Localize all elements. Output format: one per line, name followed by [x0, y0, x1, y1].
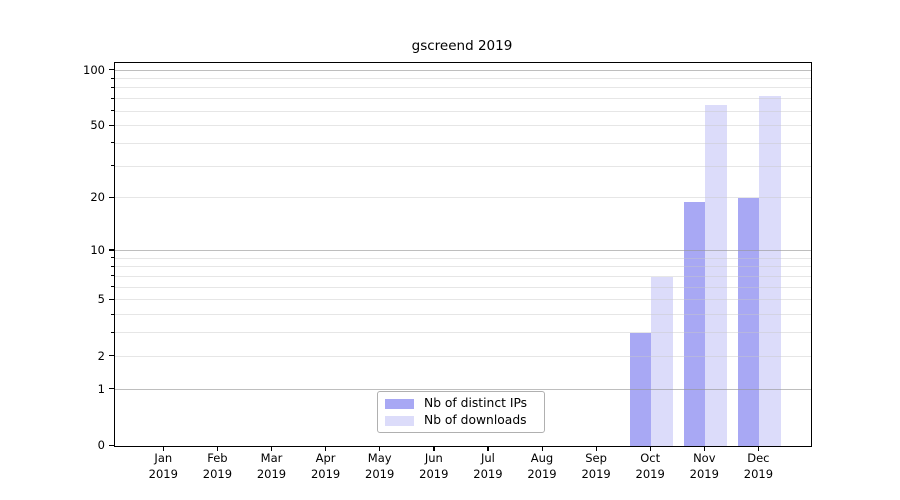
- y-tick: [108, 298, 114, 300]
- legend-swatch-distinct-ips: [385, 398, 414, 409]
- x-tick-label: Aug 2019: [527, 451, 557, 481]
- y-gridline-major: [115, 388, 811, 390]
- y-tick: [108, 124, 114, 126]
- y-gridline-minor: [115, 299, 811, 301]
- y-minor-tick: [111, 257, 114, 259]
- x-tick-label: Nov 2019: [689, 451, 719, 481]
- y-gridline-minor: [115, 165, 811, 167]
- y-tick: [108, 444, 114, 446]
- x-tick: [541, 446, 543, 451]
- legend-swatch-downloads: [385, 415, 414, 426]
- y-gridline-minor: [115, 87, 811, 89]
- y-minor-tick: [111, 286, 114, 288]
- y-tick-label: 1: [97, 381, 105, 396]
- bar-distinct-ips: [683, 202, 706, 446]
- y-tick: [108, 69, 114, 71]
- x-tick-label: Dec 2019: [743, 451, 774, 481]
- x-tick: [379, 446, 381, 451]
- y-gridline-minor: [115, 257, 811, 259]
- gridlines-layer: [115, 63, 811, 446]
- x-tick-label: Jul 2019: [473, 451, 503, 481]
- x-tick: [757, 446, 760, 451]
- y-tick: [108, 355, 114, 357]
- y-minor-tick: [111, 275, 114, 277]
- y-minor-tick: [111, 77, 114, 79]
- bar-distinct-ips: [737, 198, 760, 446]
- bars-layer: [115, 63, 811, 446]
- plot-area: Nb of distinct IPs Nb of downloads: [114, 62, 812, 447]
- y-gridline-minor: [115, 78, 811, 79]
- y-tick-label: 50: [90, 118, 105, 133]
- y-minor-tick: [111, 165, 114, 167]
- legend-item-downloads: Nb of downloads: [385, 414, 536, 427]
- bar-downloads: [705, 105, 727, 446]
- x-tick-label: Feb 2019: [202, 451, 233, 481]
- legend-label-distinct-ips: Nb of distinct IPs: [424, 396, 528, 410]
- chart-title: gscreend 2019: [411, 38, 513, 54]
- y-tick: [108, 196, 114, 199]
- y-minor-tick: [111, 86, 114, 88]
- x-tick: [271, 446, 273, 451]
- y-tick-label: 0: [97, 438, 105, 452]
- y-gridline-major: [115, 249, 811, 251]
- x-tick: [162, 446, 165, 451]
- x-tick-label: Jun 2019: [419, 451, 449, 481]
- x-tick-label: May 2019: [365, 451, 395, 481]
- y-tick-label: 20: [90, 190, 105, 205]
- y-gridline-minor: [115, 355, 811, 357]
- y-minor-tick: [111, 313, 114, 315]
- legend-label-downloads: Nb of downloads: [424, 413, 527, 427]
- y-gridline-major: [115, 69, 811, 71]
- y-gridline-minor: [115, 286, 811, 288]
- y-gridline-minor: [115, 314, 811, 315]
- y-tick-label: 100: [83, 62, 105, 77]
- x-tick-label: Jan 2019: [148, 451, 178, 481]
- x-tick-label: Mar 2019: [256, 451, 287, 481]
- bar-downloads: [651, 276, 673, 446]
- y-minor-tick: [111, 142, 114, 144]
- x-tick: [703, 446, 706, 451]
- x-tick: [487, 446, 489, 451]
- y-tick-label: 10: [90, 242, 105, 257]
- y-gridline-minor: [115, 125, 811, 127]
- y-gridline-minor: [115, 332, 811, 334]
- y-gridline-minor: [115, 98, 811, 100]
- legend-item-distinct-ips: Nb of distinct IPs: [385, 397, 536, 410]
- x-tick-label: Apr 2019: [310, 451, 341, 481]
- x-tick: [325, 446, 327, 451]
- legend: Nb of distinct IPs Nb of downloads: [377, 391, 545, 433]
- y-minor-tick: [111, 331, 114, 333]
- y-gridline-minor: [115, 110, 811, 112]
- y-gridline-minor: [115, 275, 811, 277]
- y-tick: [108, 249, 114, 251]
- y-minor-tick: [111, 97, 114, 99]
- y-gridline-minor: [115, 197, 811, 199]
- x-tick: [433, 446, 435, 451]
- x-tick: [595, 446, 597, 451]
- y-tick-label: 2: [97, 348, 105, 363]
- y-minor-tick: [111, 265, 114, 267]
- y-gridline-minor: [115, 142, 811, 144]
- x-tick-label: Sep 2019: [581, 451, 611, 481]
- y-tick: [108, 388, 114, 390]
- y-gridline-minor: [115, 266, 811, 268]
- bar-downloads: [759, 95, 781, 446]
- x-tick: [216, 446, 219, 451]
- x-tick-label: Oct 2019: [635, 451, 665, 481]
- y-tick-label: 5: [97, 292, 105, 307]
- x-tick: [649, 446, 651, 451]
- y-minor-tick: [111, 110, 114, 111]
